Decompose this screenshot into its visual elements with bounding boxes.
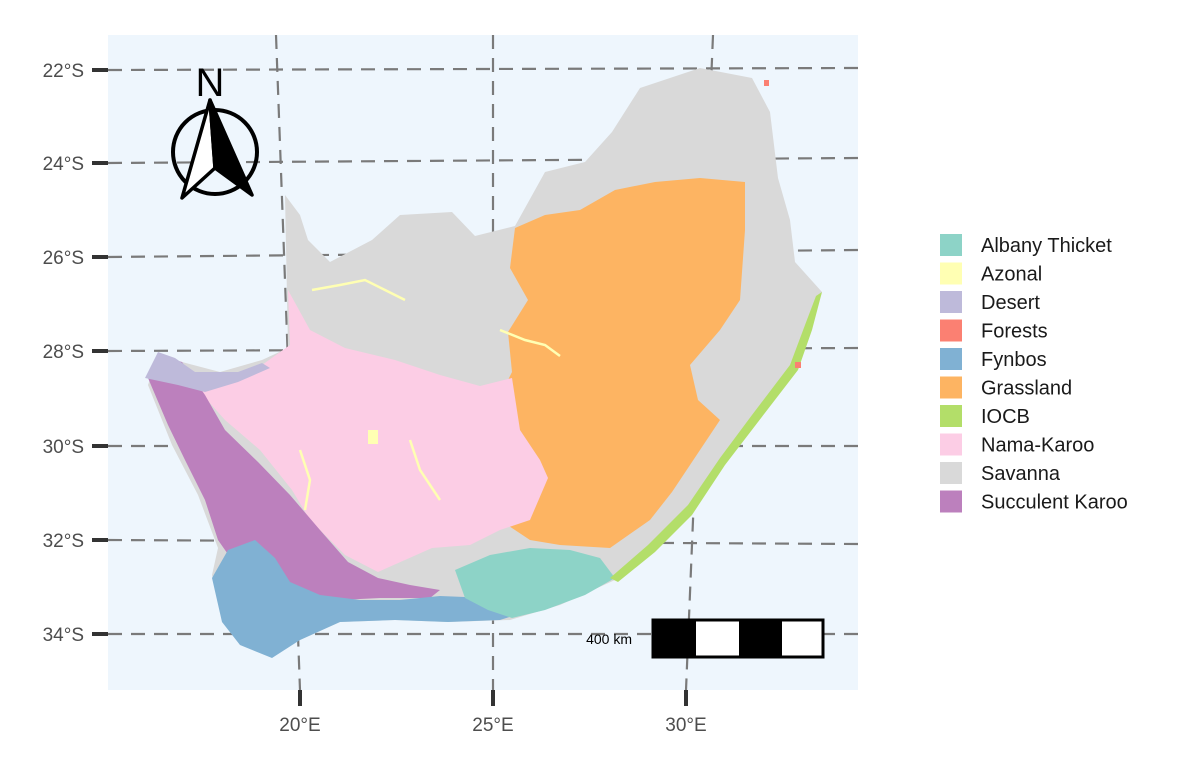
legend-swatch — [940, 234, 962, 256]
biome-fynbos — [212, 540, 525, 658]
biome-azonal — [298, 278, 561, 511]
lon-label-30e: 30°E — [665, 715, 706, 736]
lon-axis: 20°E 25°E 30°E — [279, 690, 707, 736]
legend-label: Desert — [981, 292, 1040, 314]
biome-albany-thicket — [455, 548, 615, 618]
lon-label-20e: 20°E — [279, 715, 320, 736]
scale-bar: 400 km — [586, 618, 825, 659]
scale-label: 400 km — [586, 631, 632, 647]
azonal-river-1 — [311, 278, 406, 302]
azonal-river-3 — [298, 449, 312, 511]
legend-label: IOCB — [981, 406, 1030, 428]
grid-lat-22 — [107, 66, 859, 72]
lat-label-32s: 32°S — [43, 531, 84, 552]
biome-succulent-karoo — [148, 355, 440, 600]
scale-segment-3 — [739, 620, 782, 657]
north-arrow-right-half-icon — [208, 98, 254, 197]
forest-speck-1 — [795, 362, 801, 368]
legend-label: Azonal — [981, 264, 1042, 286]
legend-swatch — [940, 262, 962, 285]
legend-label: Forests — [981, 321, 1048, 343]
legend-label: Albany Thicket — [981, 235, 1112, 257]
azonal-river-2 — [499, 328, 561, 358]
legend-label: Fynbos — [981, 349, 1047, 371]
scale-segment-2 — [696, 620, 739, 657]
legend-swatch — [940, 433, 962, 456]
forest-speck-2 — [764, 80, 769, 86]
legend-swatch — [940, 291, 962, 313]
legend-swatch — [940, 376, 962, 399]
lat-label-34s: 34°S — [43, 625, 84, 646]
lat-label-26s: 26°S — [43, 248, 84, 269]
scale-segment-1 — [653, 620, 696, 657]
legend-label: Nama-Karoo — [981, 435, 1094, 457]
legend-swatch — [940, 348, 962, 370]
lat-label-24s: 24°S — [43, 154, 84, 175]
azonal-river-4 — [408, 439, 442, 501]
biome-grassland — [480, 178, 745, 548]
lon-label-25e: 25°E — [472, 715, 513, 736]
scale-outline — [651, 618, 825, 659]
legend-swatch — [940, 319, 962, 342]
lat-axis: 22°S 24°S 26°S 28°S 30°S 32°S 34°S — [43, 61, 108, 646]
biome-desert — [145, 352, 270, 392]
legend-label: Succulent Karoo — [981, 492, 1128, 514]
north-label: N — [196, 61, 225, 105]
lat-label-30s: 30°S — [43, 437, 84, 458]
azonal-patch — [368, 430, 378, 444]
north-arrow: N — [171, 61, 259, 200]
lat-label-22s: 22°S — [43, 61, 84, 82]
legend-label: Savanna — [981, 463, 1061, 485]
legend-swatch — [940, 405, 962, 427]
scale-segment-4 — [782, 620, 823, 657]
legend-swatch — [940, 462, 962, 484]
legend-swatch — [940, 490, 962, 513]
legend-label: Grassland — [981, 378, 1072, 400]
lat-label-28s: 28°S — [43, 342, 84, 363]
legend: Albany Thicket Azonal Desert Forests Fynbos G… — [940, 234, 1128, 514]
